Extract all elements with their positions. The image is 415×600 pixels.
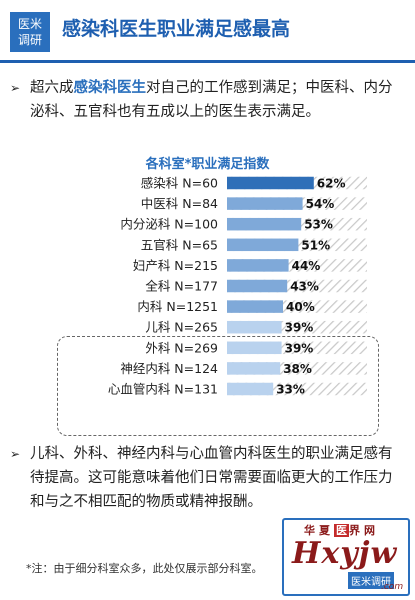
category-label: 儿科 N=265 [145, 320, 218, 335]
value-label: 54% [306, 197, 335, 211]
summary-paragraph-1: ➢ 超六成感染科医生对自己的工作感到满足；中医科、内分泌科、五官科也有五成以上的… [10, 76, 400, 124]
category-label: 内分泌科 N=100 [120, 217, 218, 232]
badge-line-2: 调研 [17, 33, 42, 47]
para2-text: 儿科、外科、神经内科与心血管内科医生的职业满足感有待提高。这可能意味着他们日常需… [30, 446, 393, 510]
category-label: 中医科 N=84 [141, 196, 218, 211]
arrow-bullet-icon: ➢ [10, 81, 21, 95]
category-label: 妇产科 N=215 [133, 258, 218, 273]
value-label: 39% [285, 321, 314, 335]
bar [227, 176, 314, 190]
para1-text-after: 对自己的工作感到满足；中医科、内分泌科、五官科也有五成以上的医生表示满足。 [30, 80, 393, 120]
bar [227, 341, 282, 355]
value-label: 44% [292, 259, 321, 273]
watermark-site-name: 华夏医界网 [304, 524, 379, 537]
value-label: 43% [290, 280, 319, 294]
title-rule [0, 60, 415, 63]
watermark-brand: Hxyjw [292, 536, 398, 571]
highlight-group-box [57, 336, 379, 436]
para1-text-before: 超六成 [30, 80, 74, 96]
chart-title: 各科室*职业满足指数 [145, 157, 270, 172]
summary-paragraph-2: ➢ 儿科、外科、神经内科与心血管内科医生的职业满足感有待提高。这可能意味着他们日… [10, 442, 400, 514]
bar [227, 279, 288, 293]
category-label: 外科 N=269 [145, 340, 218, 355]
bar [227, 238, 299, 252]
bar [227, 362, 281, 375]
category-label: 感染科 N=60 [141, 176, 218, 191]
satisfaction-bar-chart: 感染科 N=60 62% 中医科 N=84 54% 内分泌科 N=100 53% 五官科 N… [108, 176, 367, 397]
page-title: 感染科医生职业满足感最高 [62, 18, 291, 40]
bar [227, 197, 303, 210]
bar [227, 320, 282, 334]
arrow-bullet-icon: ➢ [10, 447, 21, 461]
badge-line-1: 医米 [17, 17, 42, 31]
category-label: 内科 N=1251 [137, 299, 218, 314]
category-label: 心血管内科 N=131 [108, 382, 218, 397]
site-watermark-logo: 华夏医界网 Hxyjw 医米调研 .com [282, 518, 410, 596]
value-label: 38% [283, 362, 312, 376]
bar [227, 259, 289, 272]
bar [227, 382, 274, 396]
category-label: 五官科 N=65 [141, 237, 218, 252]
category-label: 神经内科 N=124 [120, 361, 218, 376]
value-label: 53% [304, 218, 333, 232]
value-label: 33% [276, 383, 305, 397]
watermark-domain: .com [381, 582, 404, 592]
watermark-stamp: 医米调研 [348, 572, 394, 589]
value-label: 51% [301, 238, 330, 252]
bar [227, 217, 302, 231]
value-label: 40% [286, 300, 315, 314]
header: 医米 调研 感染科医生职业满足感最高 [0, 0, 415, 63]
bar [227, 300, 283, 313]
value-label: 62% [317, 177, 346, 191]
category-label: 全科 N=177 [145, 279, 218, 294]
para1-highlight: 感染科医生 [73, 80, 147, 96]
brand-badge: 医米 调研 [10, 12, 50, 52]
value-label: 39% [285, 341, 314, 355]
footnote: *注：由于细分科室众多，此处仅展示部分科室。 [26, 562, 263, 575]
